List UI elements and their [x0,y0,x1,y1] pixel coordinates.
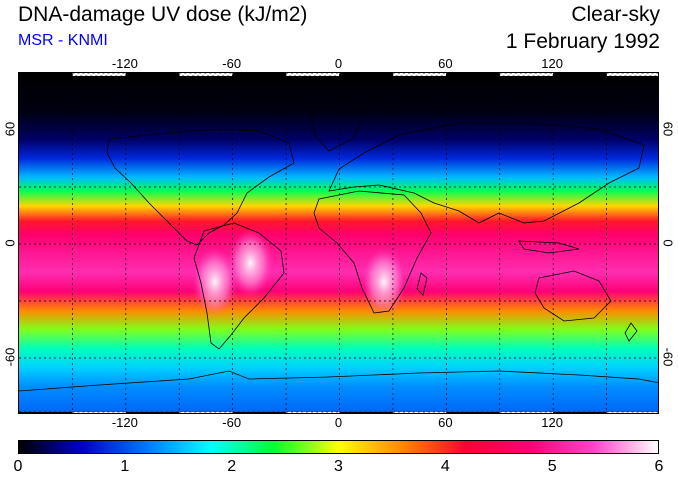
coastline-south-america [193,222,285,350]
lon-tick-bottom: 0 [334,415,343,430]
lat-tick-left: 60 [2,121,18,137]
colorbar-tick-label: 5 [547,458,557,475]
date-label: 1 February 1992 [505,30,660,53]
coastlines [19,96,658,392]
frame-segment [339,411,394,413]
frame-segment [19,73,73,77]
frame-segment [339,73,394,77]
frame-segment [178,411,234,413]
lon-tick-top: 60 [438,56,453,71]
lon-tick-bottom: 60 [438,415,453,430]
frame-segment [392,73,447,77]
frame-segment [125,73,180,77]
frame-segment [552,411,607,413]
frame-segment [499,73,554,77]
world-map [19,73,658,413]
frame-segment [552,73,607,77]
coastline-africa [313,190,432,314]
sky-condition-label: Clear-sky [571,3,660,26]
colorbar-tick-label: 2 [227,458,237,475]
frame-segment [19,411,73,413]
colorbar-tick-label: 0 [13,458,23,475]
lon-tick-top: -60 [222,56,242,71]
frame-segment [285,73,340,77]
frame-segment [72,411,127,413]
coastline-antarctica [19,370,658,392]
frame-segment [178,73,234,77]
lon-tick-top: 120 [541,56,564,71]
lat-tick-left: -60 [2,347,18,367]
coastline-madagascar [416,272,428,296]
coastline-eurasia [328,122,645,224]
frame-segment [445,411,501,413]
colorbar [18,440,659,454]
frame-segment [392,411,447,413]
colorbar-tick-label: 1 [120,458,130,475]
lat-tick-right: 60 [660,121,676,137]
colorbar-tick-label: 6 [654,458,664,475]
colorbar-tick-label: 3 [334,458,343,475]
frame-segment [445,73,501,77]
coastline-australia [534,270,612,322]
hotspot-brazil [228,229,273,297]
frame-segment [499,411,554,413]
frame-segment [285,411,340,413]
lon-tick-bottom: 120 [541,415,564,430]
frame-segment [232,411,287,413]
graticule [19,73,658,413]
colorbar-tick-label: 4 [440,458,450,475]
source-label: MSR - KNMI [18,32,108,49]
coastline-greenland [308,96,365,152]
dose-field [19,73,658,413]
lon-tick-bottom: -120 [111,415,138,430]
coastline-north-america [106,128,295,246]
frame-segment [72,73,127,77]
coastline-new-zealand [624,322,638,342]
lon-tick-top: 0 [334,56,343,71]
lat-tick-left: 0 [2,239,18,247]
hotspot-southern-africa [362,248,407,316]
frame-segment [606,411,658,413]
coastline-indonesia [518,240,580,254]
lat-tick-right: 0 [660,239,676,247]
map-panel [18,72,659,414]
lon-tick-top: -120 [111,56,138,71]
lat-tick-right: -60 [660,347,676,367]
map-title: DNA-damage UV dose (kJ/m2) [18,3,308,26]
lon-tick-bottom: -60 [222,415,242,430]
frame-segment [232,73,287,77]
frame-segment [606,73,658,77]
frame-segment [125,411,180,413]
